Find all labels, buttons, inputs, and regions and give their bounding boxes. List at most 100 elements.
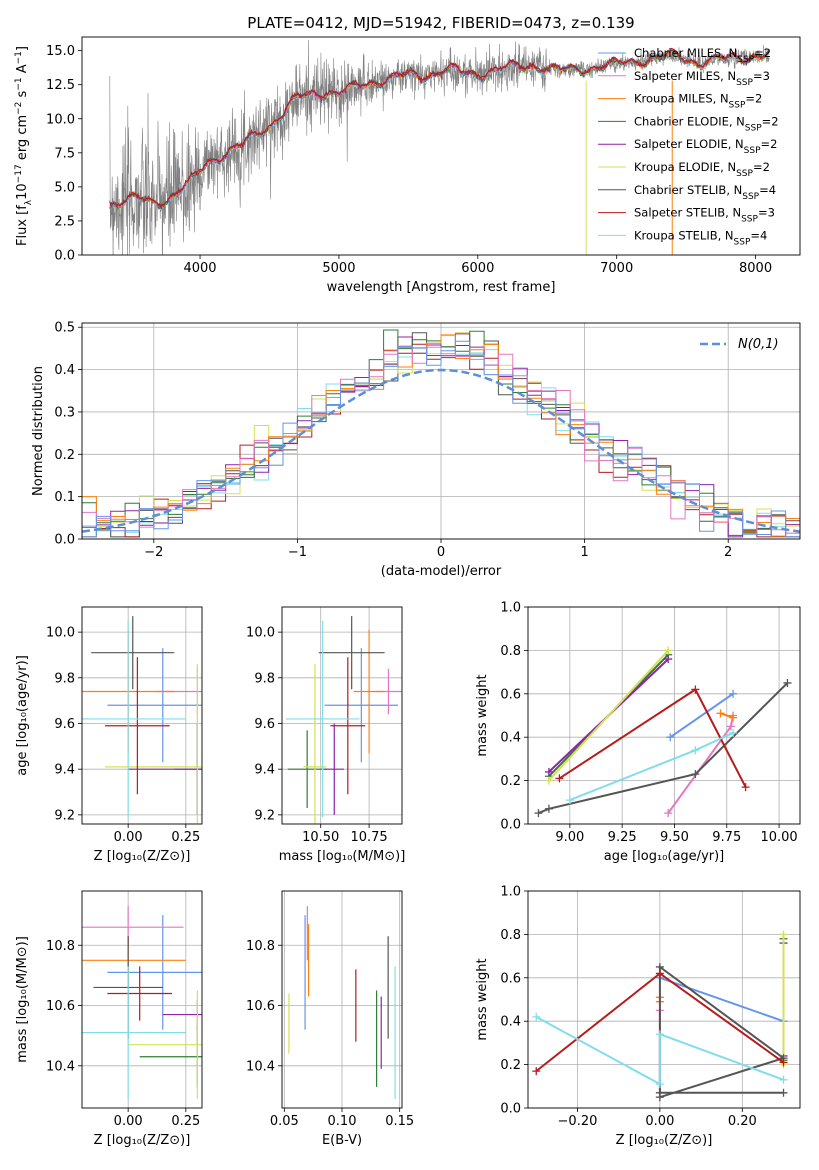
plot-area-weight_vs_Z [532, 930, 788, 1102]
x-tick-label: −2 [144, 545, 163, 560]
errorbar-kroupa_elodie [105, 664, 202, 824]
legend-label: Salpeter STELIB, NSSP=3 [634, 206, 775, 225]
y-tick-label: 7.5 [54, 146, 75, 161]
y-tick-label: 15.0 [46, 44, 75, 59]
legend-label: Kroupa ELODIE, NSSP=2 [634, 160, 770, 179]
y-tick-label: 9.8 [54, 671, 75, 686]
y-tick-label: 10.6 [246, 999, 275, 1014]
plot-area-age_vs_Z [82, 616, 202, 824]
errorbar-kroupa_elodie [128, 990, 202, 1099]
panel-mass_vs_Z: 0.00 0.25 10.4 10.6 10.8 Z [log₁₀(Z/Z⊙)] mass … [15, 890, 203, 1148]
weight-line-salpeter_miles [667, 715, 734, 814]
y-tick-label: 9.4 [254, 763, 275, 778]
y-tick-label: 10.0 [46, 112, 75, 127]
label-part: =4 [759, 183, 776, 197]
weight-marker [729, 713, 738, 722]
x-tick-label: 6000 [461, 261, 494, 276]
x-tick-label: 0.25 [171, 830, 200, 845]
axes-frame [281, 890, 403, 1109]
weight-marker [664, 646, 673, 655]
errorbar-salpeter_stelib [107, 966, 172, 1021]
legend-label: Chabrier ELODIE, NSSP=2 [634, 114, 779, 133]
x-axis-label: E(B-V) [322, 1133, 362, 1148]
weight-marker [691, 746, 700, 755]
label-part: SSP [741, 215, 758, 225]
y-tick-label: 9.4 [54, 763, 75, 778]
x-tick-label: 10.50 [302, 830, 339, 845]
y-axis-label: mass weight [475, 674, 490, 756]
axes-frame [281, 606, 403, 825]
weight-line-kroupa_miles [720, 712, 734, 719]
label-part: =2 [762, 114, 779, 128]
y-tick-label: 0.8 [500, 644, 521, 659]
x-axis-label: mass [log₁₀(M/M⊙)] [279, 849, 406, 864]
legend-label: Chabrier STELIB, NSSP=4 [634, 183, 776, 202]
legend-label: Kroupa MILES, NSSP=2 [634, 92, 762, 111]
errorbar-chabrier_stelib [318, 616, 385, 690]
y-tick-label: 9.6 [254, 717, 275, 732]
label-part: −2 [14, 102, 24, 115]
y-tick-label: 9.8 [254, 671, 275, 686]
axes-frame [81, 322, 801, 540]
panel-age_vs_Z: 0.00 0.25 9.2 9.4 9.6 9.8 10.0 Z [log₁₀(Z/Z⊙)] a… [15, 606, 203, 864]
x-tick-label: 2 [724, 545, 732, 560]
y-tick-label: 10.4 [46, 1059, 75, 1074]
label-part: Chabrier ELODIE, N [634, 114, 745, 128]
label-part: Chabrier STELIB, N [634, 183, 742, 197]
x-tick-label: 0.25 [171, 1114, 200, 1129]
label-part: 10 [15, 183, 30, 200]
axes-frame [527, 606, 801, 825]
weight-marker [555, 774, 564, 783]
label-part: Salpeter STELIB, N [634, 206, 741, 220]
weight-marker [655, 1088, 664, 1097]
legend: N(0,1) [700, 337, 779, 352]
weight-marker [544, 767, 553, 776]
weight-marker [532, 1067, 541, 1076]
weight-marker [779, 1058, 788, 1067]
errorbar-salpeter_stelib [330, 657, 366, 795]
legend-label: Kroupa STELIB, NSSP=4 [634, 228, 767, 247]
label-part: Kroupa ELODIE, N [634, 160, 736, 174]
plot-area-mass_vs_Z [82, 906, 202, 1099]
label-part: Kroupa MILES, N [634, 92, 729, 106]
y-tick-label: 0.0 [500, 1102, 521, 1117]
x-axis-label: Z [log₁₀(Z/Z⊙)] [616, 1133, 713, 1148]
x-tick-label: 1 [580, 545, 588, 560]
x-tick-label: 0.05 [270, 1114, 299, 1129]
y-axis-label: mass [log₁₀(M/M⊙)] [15, 936, 30, 1063]
y-tick-label: 0.2 [54, 448, 75, 463]
x-tick-label: 7000 [600, 261, 633, 276]
histogram-chabrier_miles [82, 340, 800, 539]
label-part: Salpeter MILES, N [634, 69, 736, 83]
x-tick-label: 8000 [739, 261, 772, 276]
y-tick-label: 0.5 [54, 321, 75, 336]
y-tick-label: 0.4 [500, 731, 521, 746]
label-part: =2 [754, 46, 771, 60]
weight-marker [729, 689, 738, 698]
x-axis-label: Z [log₁₀(Z/Z⊙)] [94, 849, 191, 864]
y-tick-label: 0.0 [500, 818, 521, 833]
errorbar-chabrier_elodie [287, 730, 327, 809]
axes-frame [81, 606, 203, 825]
label-part: λ [24, 199, 34, 205]
x-tick-label: −1 [288, 545, 307, 560]
plot-area-age_vs_mass [285, 616, 402, 824]
weight-marker [655, 1030, 664, 1039]
weight-marker [664, 809, 673, 818]
x-tick-label: 0.20 [728, 1114, 757, 1129]
label-part: =4 [750, 228, 767, 242]
y-tick-label: 0.8 [500, 928, 521, 943]
plot-area-residuals [82, 329, 800, 539]
y-tick-label: 0.6 [500, 687, 521, 702]
panel-spectrum: 4000 5000 6000 7000 8000 0.0 2.5 5.0 7.5 10.0 12.5… [14, 14, 801, 295]
legend-label: Salpeter ELODIE, NSSP=2 [634, 137, 777, 156]
x-tick-label: 9.00 [555, 830, 584, 845]
weight-marker [565, 796, 574, 805]
panel-residuals: −2 −1 0 1 2 0.0 0.1 0.2 0.3 0.4 0.5 N(0,1) (data-mod… [31, 321, 801, 579]
y-tick-label: 0.4 [54, 363, 75, 378]
x-tick-label: −0.20 [558, 1114, 598, 1129]
x-tick-label: 4000 [183, 261, 216, 276]
label-part: =3 [758, 206, 775, 220]
weight-marker [655, 969, 664, 978]
panel-weight_vs_age: 9.00 9.25 9.50 9.75 10.00 0.0 0.2 0.4 0.6 0.8 1.0 a… [475, 601, 801, 864]
